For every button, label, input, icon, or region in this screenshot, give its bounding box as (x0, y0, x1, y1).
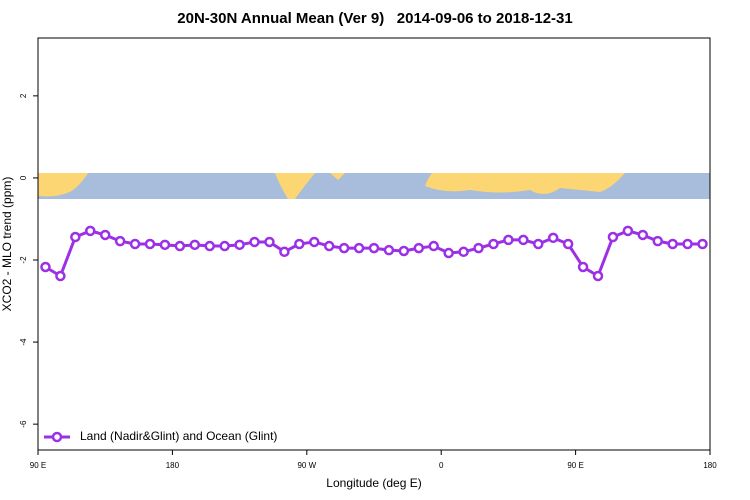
data-point (443, 247, 454, 259)
data-point (592, 270, 604, 282)
data-point (55, 270, 66, 282)
data-point (40, 261, 51, 273)
data-point (309, 236, 320, 248)
data-point (99, 229, 111, 241)
data-point (413, 242, 425, 254)
data-point (85, 225, 96, 237)
x-tick-label: 90 E (30, 461, 46, 470)
legend-marker (51, 431, 63, 443)
data-point (667, 238, 678, 250)
data-point (383, 244, 395, 256)
data-point (398, 245, 410, 257)
data-point (503, 234, 514, 246)
data-point (547, 232, 559, 244)
x-tick-label: 90 E (567, 461, 583, 470)
x-tick-label: 180 (166, 461, 180, 470)
legend-label: Land (Nadir&Glint) and Ocean (Glint) (80, 429, 277, 443)
data-point (189, 239, 201, 251)
y-axis-label: XCO2 - MLO trend (ppm) (0, 177, 14, 312)
data-point (264, 236, 275, 248)
data-point (219, 240, 230, 252)
data-point (622, 225, 634, 237)
data-point (174, 240, 186, 252)
data-point (518, 234, 529, 246)
data-point (652, 235, 663, 247)
map-band (38, 173, 710, 199)
data-point (294, 238, 305, 250)
data-point (682, 238, 693, 250)
data-point (323, 240, 335, 252)
data-point (697, 238, 708, 250)
y-tick-label: 0 (19, 175, 28, 180)
data-point (637, 229, 649, 241)
data-point (562, 238, 574, 250)
series-line (44, 229, 703, 278)
data-point (144, 238, 156, 250)
x-tick-label: 180 (703, 461, 717, 470)
x-axis-label: Longitude (deg E) (326, 476, 421, 490)
plot-frame (37, 37, 711, 451)
chart-title: 20N-30N Annual Mean (Ver 9) 2014-09-06 t… (177, 10, 572, 27)
x-tick-label: 0 (439, 461, 444, 470)
y-tick-label: -6 (19, 420, 28, 428)
data-point (338, 242, 350, 254)
y-tick-label: -2 (19, 256, 28, 264)
data-point (607, 231, 619, 243)
data-point (458, 246, 469, 258)
data-point (159, 239, 171, 251)
data-point (234, 239, 245, 251)
data-point (577, 261, 589, 273)
data-point (428, 240, 439, 252)
data-point (70, 231, 81, 243)
x-tick-label: 90 W (297, 461, 316, 470)
data-point (533, 238, 544, 250)
y-tick-label: -4 (19, 338, 28, 346)
data-point (114, 235, 126, 247)
data-point (488, 238, 499, 250)
data-point (473, 242, 484, 254)
data-point (368, 242, 380, 254)
y-tick-label: 2 (19, 93, 28, 98)
data-point (353, 242, 365, 254)
data-point (129, 238, 141, 250)
data-point (249, 236, 260, 248)
data-point (204, 240, 215, 252)
data-point (279, 246, 290, 258)
